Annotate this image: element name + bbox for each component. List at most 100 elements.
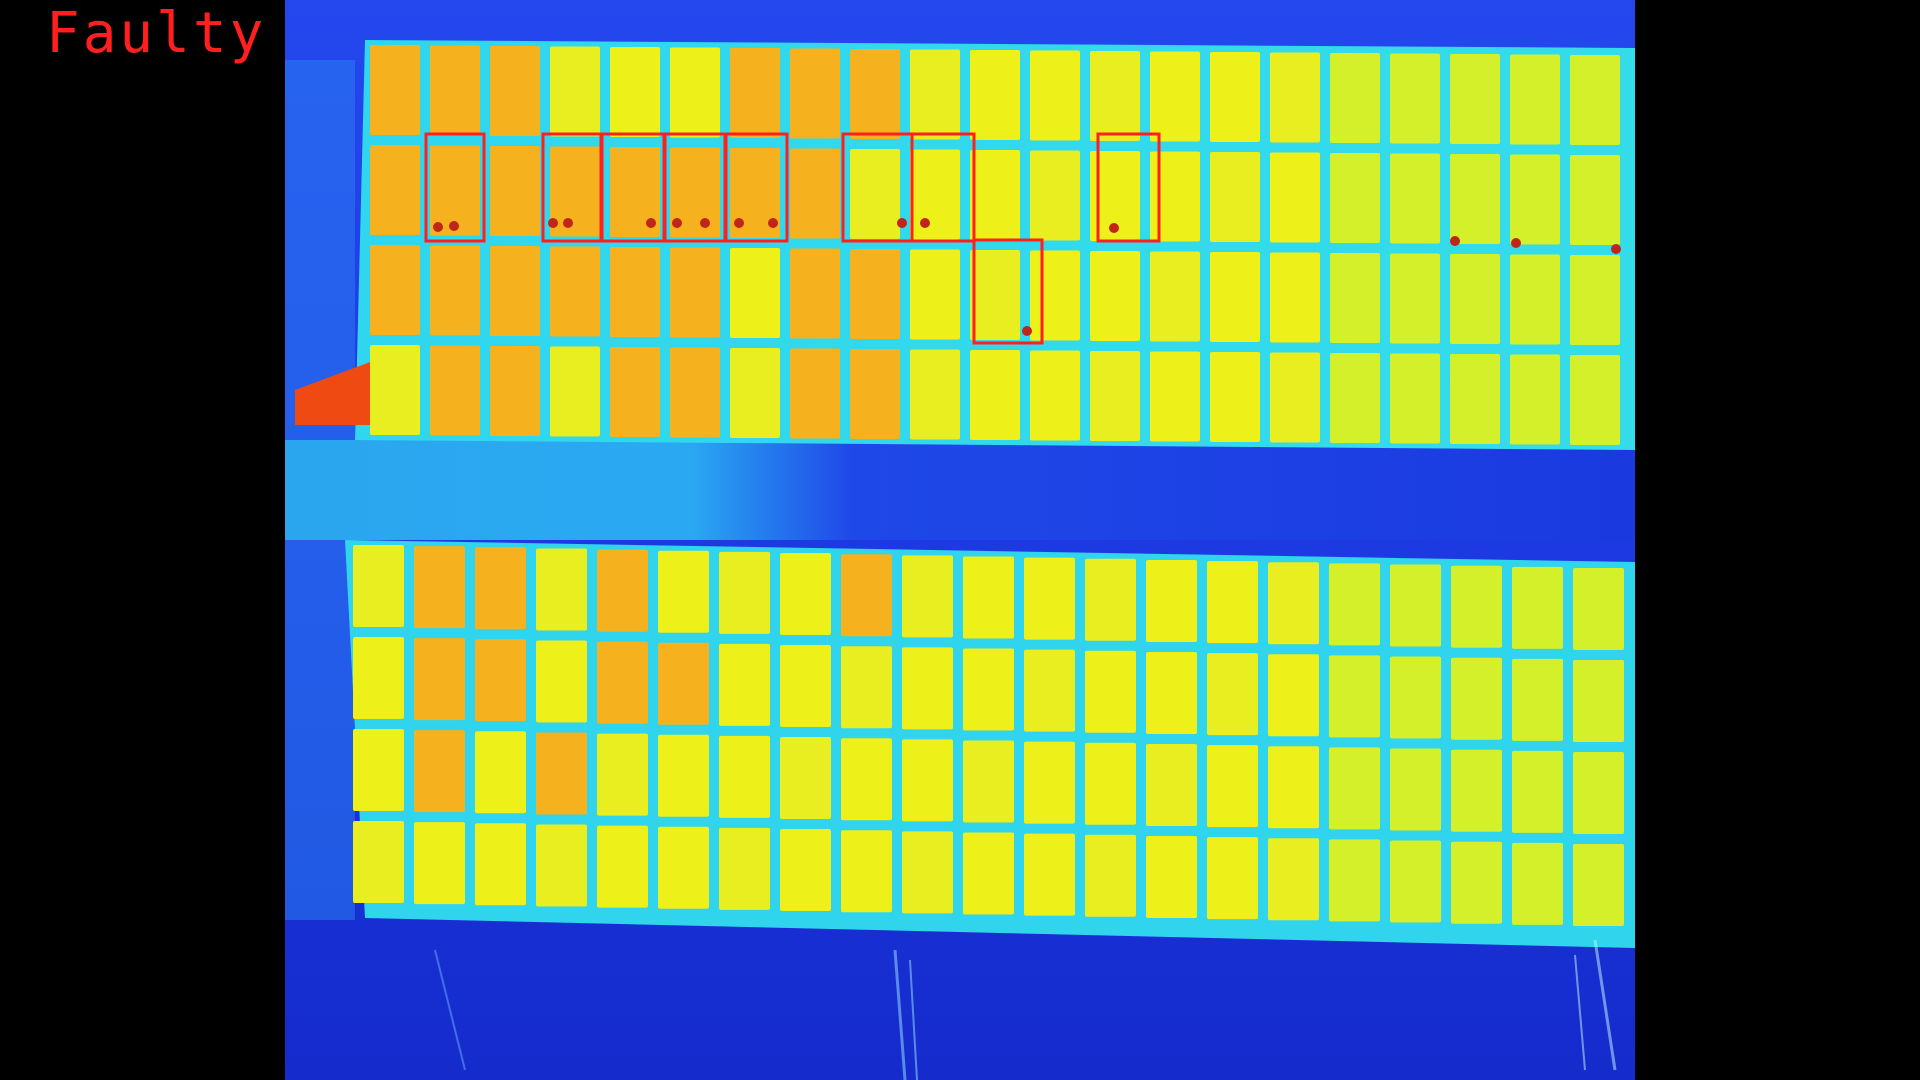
- upper-panel: [850, 149, 900, 239]
- upper-panel: [1390, 53, 1440, 144]
- upper-panel: [1030, 250, 1080, 341]
- fault-detections: [424, 132, 1161, 345]
- lower-panel: [841, 554, 892, 637]
- upper-panel: [1150, 351, 1200, 442]
- upper-panel: [1330, 253, 1380, 343]
- upper-panel: [1450, 54, 1500, 144]
- lower-panel: [1329, 839, 1380, 922]
- upper-panel: [1090, 51, 1140, 141]
- fault-box: [972, 238, 1044, 345]
- lower-panel: [475, 823, 526, 906]
- lower-panel: [1146, 835, 1197, 918]
- ground-texture: [434, 939, 1617, 1080]
- upper-panel: [1570, 155, 1620, 245]
- thermal-image: [285, 0, 1635, 1080]
- lower-panel: [353, 545, 404, 627]
- lower-panel: [1329, 563, 1380, 646]
- lower-panel: [1451, 749, 1502, 832]
- upper-panel: [730, 348, 780, 438]
- lower-panel: [1573, 752, 1624, 834]
- upper-panel: [790, 248, 840, 339]
- lower-panel: [719, 735, 770, 818]
- hot-roof-corner: [295, 362, 375, 425]
- upper-panel: [1390, 253, 1440, 344]
- upper-panel: [370, 245, 420, 335]
- lower-panel: [719, 643, 770, 726]
- upper-panel: [910, 49, 960, 140]
- lower-panel: [475, 731, 526, 814]
- lower-panel: [1451, 565, 1502, 648]
- upper-panel: [670, 147, 720, 238]
- upper-panel: [850, 349, 900, 439]
- lower-panel: [1024, 833, 1075, 916]
- hotspot-marker: [920, 218, 930, 228]
- upper-panel: [1450, 254, 1500, 344]
- upper-array-panels: [370, 45, 1620, 445]
- lower-panel: [902, 831, 953, 914]
- lower-panel: [1390, 564, 1441, 647]
- upper-panel: [1030, 150, 1080, 241]
- lower-panel: [1268, 838, 1319, 921]
- lower-panel: [353, 637, 404, 719]
- upper-panel: [1390, 153, 1440, 244]
- lower-panel: [536, 640, 587, 723]
- lower-panel: [414, 730, 465, 813]
- hotspot-marker: [672, 218, 682, 228]
- lower-panel: [414, 546, 465, 629]
- upper-panel: [1150, 151, 1200, 242]
- fault-box: [724, 132, 789, 243]
- lower-panel: [1451, 841, 1502, 924]
- upper-panel: [910, 149, 960, 240]
- upper-panel: [430, 145, 480, 236]
- upper-panel: [1270, 152, 1320, 243]
- upper-panel: [490, 246, 540, 336]
- upper-panel: [1330, 353, 1380, 443]
- upper-panel: [610, 47, 660, 137]
- status-label: Faulty: [46, 1, 267, 66]
- lower-panel: [1146, 651, 1197, 734]
- lower-panel: [1146, 743, 1197, 826]
- lower-panel: [1024, 557, 1075, 640]
- lower-panel: [658, 734, 709, 817]
- upper-panel: [1210, 252, 1260, 342]
- upper-panel: [370, 145, 420, 235]
- upper-panel: [610, 347, 660, 437]
- upper-panel: [1570, 55, 1620, 145]
- upper-panel: [550, 346, 600, 437]
- upper-panel: [1510, 154, 1560, 245]
- upper-panel: [490, 346, 540, 436]
- hotspot-marker: [548, 218, 558, 228]
- lower-panel: [1146, 559, 1197, 642]
- upper-panel: [1450, 154, 1500, 244]
- hotspot-marker: [1611, 244, 1621, 254]
- upper-panel: [1270, 252, 1320, 343]
- lower-panel: [1390, 840, 1441, 923]
- lower-panel: [1390, 748, 1441, 831]
- lower-panel: [1329, 747, 1380, 830]
- lower-panel: [1024, 649, 1075, 732]
- upper-panel: [1210, 352, 1260, 442]
- upper-panel: [970, 250, 1020, 340]
- lower-panel: [1512, 658, 1563, 741]
- hotspot-marker: [1109, 223, 1119, 233]
- hotspot-marker: [734, 218, 744, 228]
- hotspot-marker: [1022, 326, 1032, 336]
- lower-panel: [1207, 653, 1258, 736]
- hotspot-marker: [433, 222, 443, 232]
- lower-panel: [1085, 742, 1136, 825]
- lower-panel: [1573, 660, 1624, 742]
- upper-panel: [730, 148, 780, 238]
- upper-panel: [1090, 351, 1140, 441]
- lower-panel: [1512, 750, 1563, 833]
- upper-panel: [670, 347, 720, 438]
- hotspot-markers: [433, 218, 1621, 336]
- lower-panel: [780, 737, 831, 820]
- upper-panel: [1510, 254, 1560, 345]
- lower-panel: [658, 550, 709, 633]
- lower-panel: [841, 646, 892, 729]
- lower-panel: [1207, 837, 1258, 920]
- upper-panel: [730, 48, 780, 138]
- upper-panel: [370, 45, 420, 135]
- lower-panel: [353, 729, 404, 811]
